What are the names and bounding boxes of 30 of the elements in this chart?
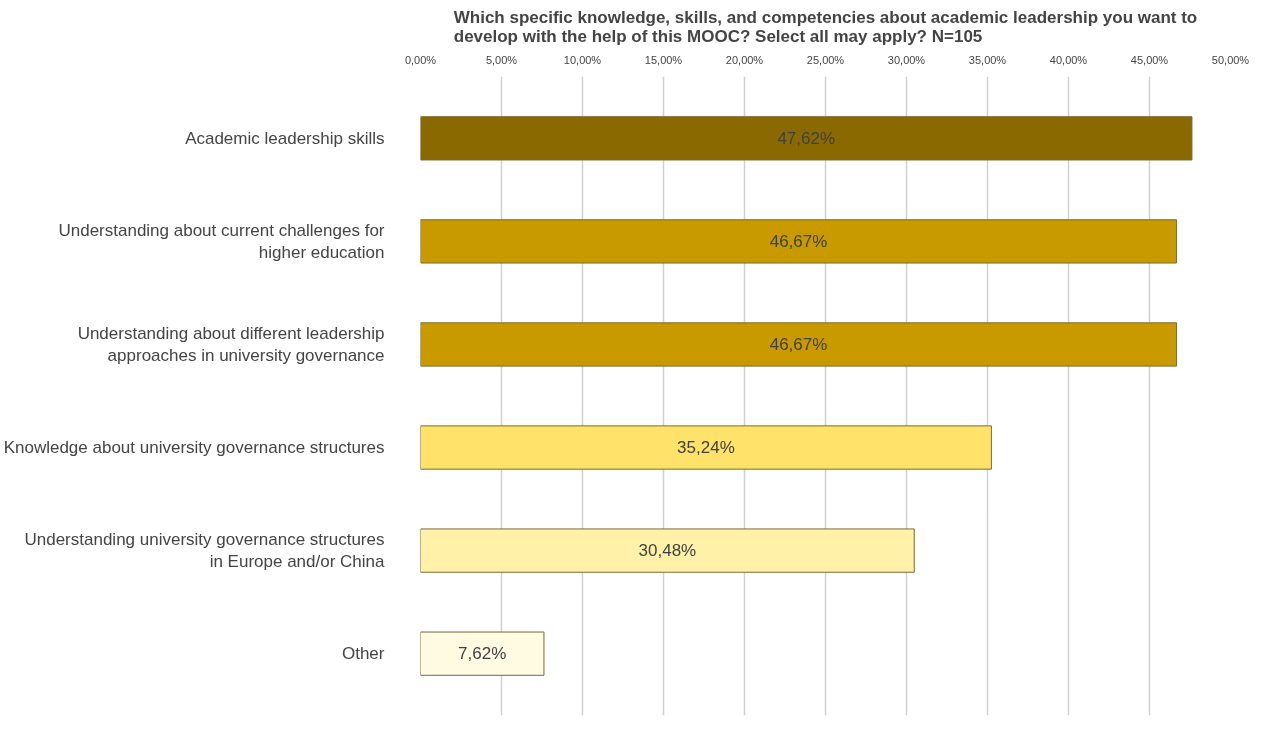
x-tick-label: 50,00% bbox=[1211, 53, 1250, 66]
y-tick-label: Knowledge about university governance structures bbox=[3, 438, 385, 458]
y-tick-label: Understanding about different leadership approaches in university governance bbox=[77, 323, 385, 366]
data-label: 7,62% bbox=[458, 644, 507, 664]
data-label: 35,24% bbox=[677, 438, 735, 458]
y-tick-label: Academic leadership skills bbox=[185, 128, 385, 148]
data-label: 46,67% bbox=[769, 334, 828, 354]
x-tick-label: 35,00% bbox=[968, 53, 1007, 66]
data-label: 30,48% bbox=[638, 541, 697, 561]
y-tick-label: Understanding about current challenges for higher education bbox=[58, 220, 385, 263]
x-tick-label: 30,00% bbox=[887, 53, 926, 66]
y-tick-label: Understanding university governance structures in Europe and/or China bbox=[24, 529, 386, 572]
x-tick-label: 20,00% bbox=[725, 53, 764, 66]
data-label: 47,62% bbox=[777, 128, 836, 148]
bar bbox=[420, 116, 1193, 161]
x-tick-label: 5,00% bbox=[485, 53, 518, 66]
x-tick-label: 45,00% bbox=[1130, 53, 1169, 66]
bar bbox=[420, 322, 1178, 367]
x-tick-label: 10,00% bbox=[563, 53, 602, 66]
chart-title: Which specific knowledge, skills, and competencies about academic leadership you want to develop with the help of this MOOC? Select all may apply? N=105 bbox=[453, 7, 1198, 46]
bar bbox=[420, 219, 1178, 264]
bar bbox=[420, 631, 545, 676]
x-tick-label: 40,00% bbox=[1049, 53, 1088, 66]
x-tick-label: 15,00% bbox=[644, 53, 683, 66]
bar bbox=[420, 425, 992, 470]
x-tick-label: 25,00% bbox=[806, 53, 845, 66]
y-tick-label: Other bbox=[341, 644, 385, 664]
bar bbox=[420, 528, 915, 573]
data-label: 46,67% bbox=[769, 231, 828, 251]
x-tick-label: 0,00% bbox=[404, 53, 437, 66]
